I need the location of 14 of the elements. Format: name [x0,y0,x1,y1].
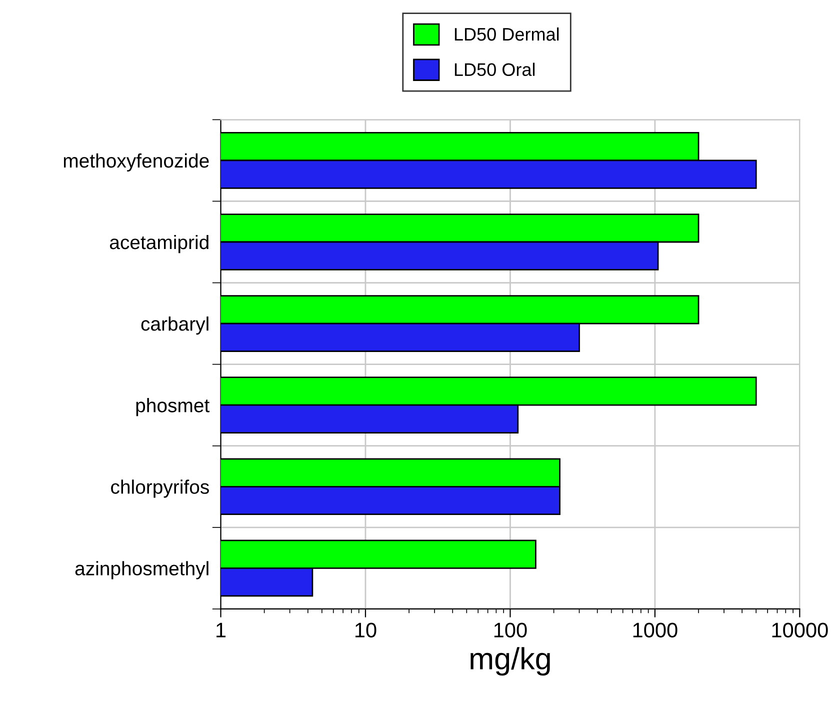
y-tick-label: methoxyfenozide [64,153,209,172]
x-axis-title: mg/kg [470,647,550,676]
x-tick-label: 1 [216,622,226,638]
x-tick-label: 10 [355,622,376,638]
y-tick-label: phosmet [136,398,210,416]
y-tick-label: chlorpyrifos [111,480,209,498]
x-tick-label: 10000 [772,622,828,638]
legend-label: LD50 Oral [454,62,535,76]
y-tick-label: azinphosmethyl [75,561,208,580]
x-tick-label: 100 [494,622,527,638]
y-tick-label: acetamiprid [110,234,208,254]
y-tick-label: carbaryl [141,316,208,335]
x-tick-label: 1000 [633,622,678,638]
legend-label: LD50 Dermal [454,27,559,41]
